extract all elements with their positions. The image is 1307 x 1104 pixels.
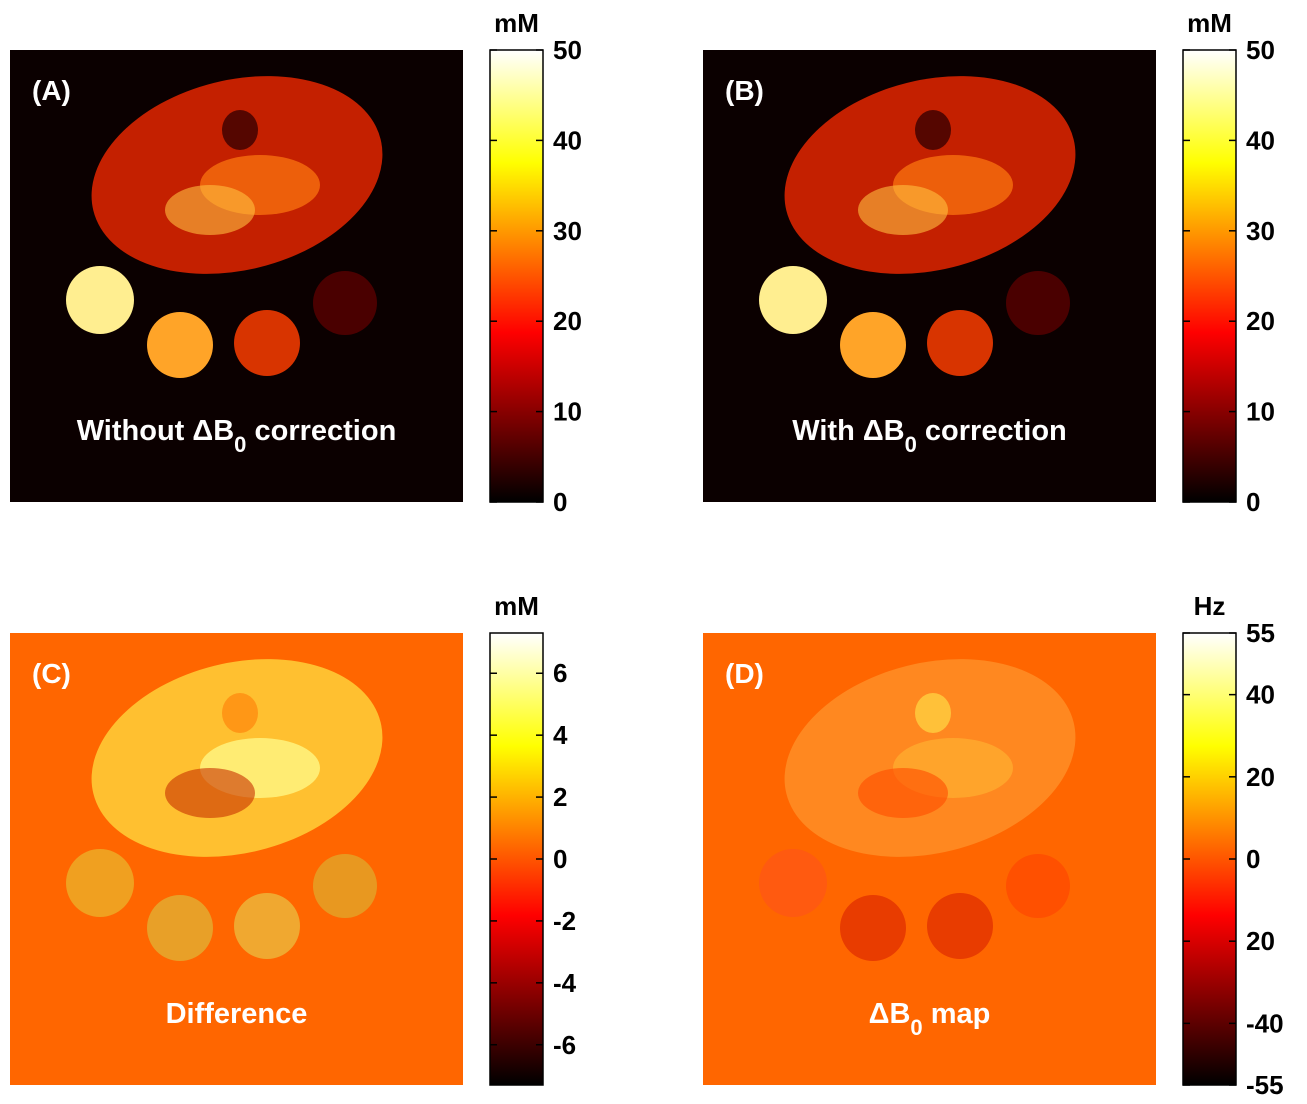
tick-label: 20 <box>1246 762 1275 792</box>
caption-part: With ΔB <box>792 415 904 447</box>
tissue-region <box>915 693 951 733</box>
panel: (C) Difference <box>10 633 463 1085</box>
phantom-tube <box>313 271 377 335</box>
caption-part: map <box>923 998 991 1030</box>
tick-label: 20 <box>1246 926 1275 956</box>
panel-label: (C) <box>32 658 71 689</box>
tick-label: 30 <box>1246 216 1275 246</box>
caption-part: Without ΔB <box>77 415 234 447</box>
tick-label: 20 <box>553 306 582 336</box>
colorbar-unit: mM <box>494 591 539 621</box>
phantom-tube <box>927 310 993 376</box>
panel-label: (A) <box>32 75 71 106</box>
phantom-tube <box>759 849 827 917</box>
caption: Without ΔB0 correction <box>77 415 397 457</box>
tick-label: 0 <box>1246 844 1260 874</box>
tissue-region <box>222 693 258 733</box>
tick-label: -2 <box>553 906 576 936</box>
colorbar-unit: mM <box>1187 8 1232 38</box>
colorbar <box>489 49 544 503</box>
tick-label: 50 <box>1246 35 1275 65</box>
tick-label: 0 <box>553 844 567 874</box>
caption-part: ΔB <box>869 998 911 1030</box>
colorbar-unit: Hz <box>1194 591 1226 621</box>
panel: (D) ΔB0 map <box>703 633 1156 1085</box>
phantom-tube <box>66 849 134 917</box>
caption: ΔB0 map <box>869 998 991 1040</box>
phantom-tube <box>1006 271 1070 335</box>
tick-label: 0 <box>1246 487 1260 517</box>
tick-label: 6 <box>553 658 567 688</box>
caption-part: 0 <box>905 432 917 457</box>
phantom-tube <box>840 895 906 961</box>
caption-part: 0 <box>910 1015 922 1040</box>
tick-label: 40 <box>1246 125 1275 155</box>
tick-label: -6 <box>553 1030 576 1060</box>
tick-label: -40 <box>1246 1008 1284 1038</box>
tissue-region <box>165 768 255 818</box>
tick-label: 10 <box>553 397 582 427</box>
phantom-tube <box>313 854 377 918</box>
tick-label: 55 <box>1246 618 1275 648</box>
caption: With ΔB0 correction <box>792 415 1067 457</box>
phantom-tube <box>759 266 827 334</box>
phantom-tube <box>147 312 213 378</box>
tick-label: 50 <box>553 35 582 65</box>
caption-part: 0 <box>234 432 246 457</box>
phantom-tube <box>840 312 906 378</box>
tissue-region <box>165 185 255 235</box>
tick-label: 0 <box>553 487 567 517</box>
caption-part: correction <box>246 415 396 447</box>
phantom-tube <box>1006 854 1070 918</box>
tick-label: -4 <box>553 968 577 998</box>
panel: (A) Without ΔB0 correction <box>10 50 463 502</box>
phantom-tube <box>147 895 213 961</box>
caption: Difference <box>166 998 308 1030</box>
phantom-tube <box>234 893 300 959</box>
phantom-tube <box>927 893 993 959</box>
phantom-tube <box>234 310 300 376</box>
panel-label: (B) <box>725 75 764 106</box>
caption-part: correction <box>917 415 1067 447</box>
tick-label: 40 <box>553 125 582 155</box>
tick-label: 40 <box>1246 680 1275 710</box>
caption-part: Difference <box>166 998 308 1030</box>
colorbar <box>489 632 544 1086</box>
tissue-region <box>222 110 258 150</box>
panel-label: (D) <box>725 658 764 689</box>
tick-label: 20 <box>1246 306 1275 336</box>
colorbar <box>1182 632 1237 1086</box>
tick-label: 10 <box>1246 397 1275 427</box>
tissue-region <box>858 185 948 235</box>
colorbar-unit: mM <box>494 8 539 38</box>
tissue-region <box>858 768 948 818</box>
tick-label: 30 <box>553 216 582 246</box>
tick-label: 2 <box>553 782 567 812</box>
tissue-region <box>915 110 951 150</box>
phantom-tube <box>66 266 134 334</box>
tick-label: -55 <box>1246 1070 1284 1100</box>
tick-label: 4 <box>553 720 568 750</box>
panel: (B) With ΔB0 correction <box>703 50 1156 502</box>
colorbar <box>1182 49 1237 503</box>
